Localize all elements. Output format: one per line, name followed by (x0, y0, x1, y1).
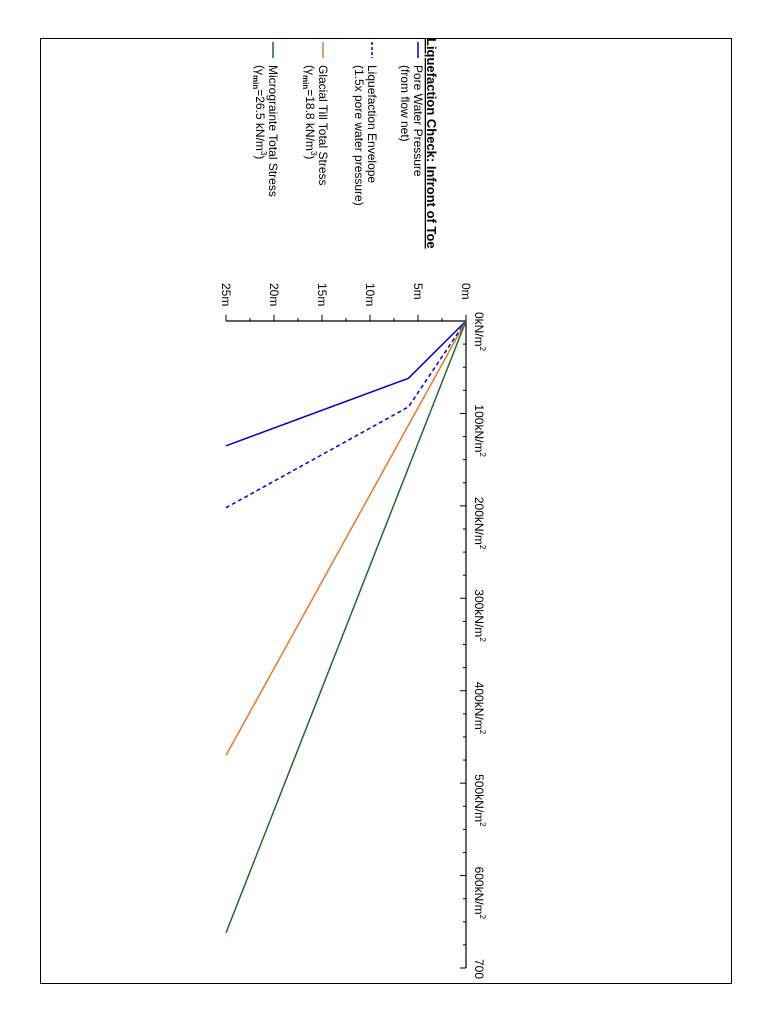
x-tick-label: 200kN/m2 (472, 497, 487, 550)
legend-label: Micrograinte Total Stress (266, 65, 280, 197)
legend-label: Pore Water Pressure (411, 65, 425, 177)
series-line-4 (225, 320, 467, 934)
series-lines (225, 320, 467, 934)
y-tick-label: 5m (411, 283, 425, 300)
x-tick-label: 300kN/m2 (472, 589, 487, 642)
series-line-1 (225, 320, 467, 447)
y-tick-label: 20m (267, 283, 281, 306)
x-tick-label: 400kN/m2 (472, 682, 487, 735)
y-tick-label: 25m (219, 283, 233, 306)
legend-label: Glacial Till Total Stress (316, 65, 330, 186)
x-tick-label: 700 (472, 959, 486, 979)
x-tick-label: 500kN/m2 (472, 774, 487, 827)
series-line-3 (225, 320, 467, 756)
y-tick-label: 10m (363, 283, 377, 306)
chart-frame (40, 38, 732, 984)
x-tick-label: 0kN/m2 (472, 312, 487, 352)
chart-title: Liquefaction Check: Infront of Toe (424, 38, 439, 249)
y-tick-label: 0m (459, 283, 473, 300)
legend-note: (from flow net) (398, 65, 412, 142)
x-tick-label: 100kN/m2 (472, 404, 487, 457)
legend-note: (γmin=26.5 kN/m3) (251, 65, 268, 159)
legend: Liquefaction Check: Infront of Toe Pore … (251, 38, 439, 249)
legend-note: (γmin=18.8 kN/m3) (301, 65, 318, 159)
axes: 0kN/m2 100kN/m2 200kN/m2 300kN/m2 400kN/m2 50… (219, 283, 487, 979)
x-tick-label: 600kN/m2 (472, 867, 487, 920)
y-tick-label: 15m (315, 283, 329, 306)
legend-note: (1.5x pore water pressure) (352, 65, 366, 206)
legend-label: Liquefaction Envelope (365, 65, 379, 183)
